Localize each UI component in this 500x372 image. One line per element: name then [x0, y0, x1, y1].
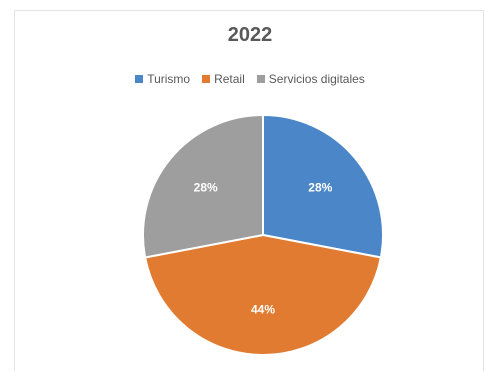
- pie-labels: 28% 44% 28%: [194, 181, 333, 317]
- pie-slice-0: [262, 113, 384, 259]
- legend-label-1: Retail: [214, 72, 245, 86]
- legend-swatch-0: [135, 75, 144, 83]
- pie-slice-label-2: 28%: [194, 181, 218, 195]
- pie-slice-label-1: 44%: [251, 302, 275, 316]
- chart-title: 2022: [227, 24, 273, 46]
- legend-label-0: Turismo: [147, 72, 191, 86]
- pie-slice-2: [142, 113, 264, 259]
- pie-slice-label-0: 28%: [308, 181, 332, 195]
- chart-legend: Turismo Retail Servicios digitales: [0, 72, 500, 86]
- legend-swatch-1: [202, 75, 211, 83]
- legend-item-2: Servicios digitales: [256, 72, 365, 86]
- legend-swatch-2: [256, 75, 265, 83]
- legend-label-2: Servicios digitales: [268, 72, 365, 86]
- pie-slices: [142, 113, 384, 356]
- legend-item-1: Retail: [202, 72, 245, 86]
- legend-item-0: Turismo: [135, 72, 190, 86]
- pie-slice-1: [143, 233, 383, 356]
